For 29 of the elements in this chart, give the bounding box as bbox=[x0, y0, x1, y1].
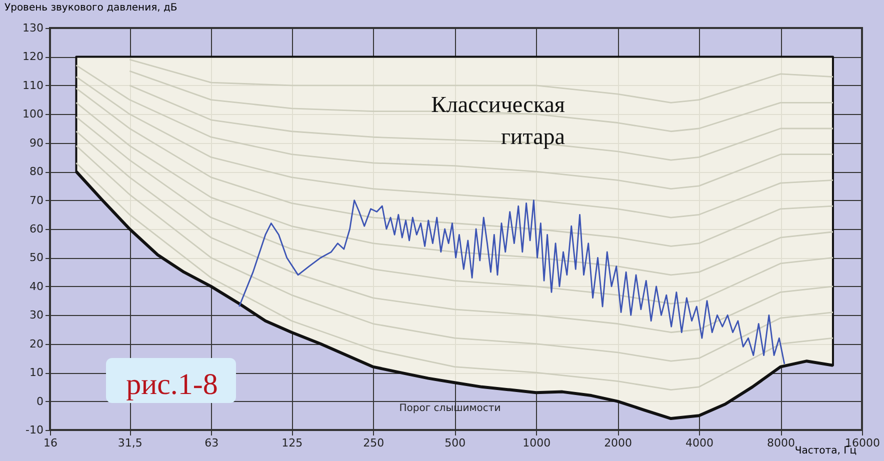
x-tick-label: 2000 bbox=[604, 436, 632, 450]
x-tick-label: 1000 bbox=[522, 436, 551, 450]
y-tick-label: 50 bbox=[30, 251, 44, 264]
y-tick-label: 20 bbox=[30, 337, 44, 350]
x-tick-label: 31,5 bbox=[118, 436, 142, 450]
y-tick-label: 70 bbox=[30, 194, 44, 207]
y-tick-label: 30 bbox=[30, 308, 44, 322]
y-tick-label: 40 bbox=[30, 280, 44, 293]
x-tick-label: 4000 bbox=[686, 436, 714, 450]
x-tick-label: 500 bbox=[444, 436, 466, 450]
y-tick-label: 80 bbox=[30, 165, 44, 178]
y-tick-label: 110 bbox=[22, 78, 44, 92]
annotation: Классическая гитара bbox=[431, 92, 566, 149]
annotation: рис.1-8 bbox=[126, 368, 218, 401]
x-tick-label: 8000 bbox=[767, 436, 796, 450]
y-tick-label: 120 bbox=[22, 50, 44, 64]
x-tick-label: 63 bbox=[204, 436, 219, 450]
y-tick-label: 130 bbox=[22, 22, 44, 34]
y-tick-label: 0 bbox=[36, 394, 44, 408]
y-tick-label: -10 bbox=[26, 424, 44, 436]
x-axis-title: Частота, Гц bbox=[794, 446, 857, 456]
x-tick-label: 125 bbox=[282, 436, 303, 450]
x-tick-label: 16 bbox=[44, 436, 58, 450]
y-tick-label: 100 bbox=[22, 108, 44, 121]
x-tick-label: 250 bbox=[363, 436, 384, 450]
y-tick-label: 10 bbox=[30, 366, 44, 380]
y-tick-label: 60 bbox=[30, 222, 44, 236]
y-tick-label: 90 bbox=[30, 136, 44, 150]
y-axis-title: Уровень звукового давления, дБ bbox=[4, 2, 178, 14]
